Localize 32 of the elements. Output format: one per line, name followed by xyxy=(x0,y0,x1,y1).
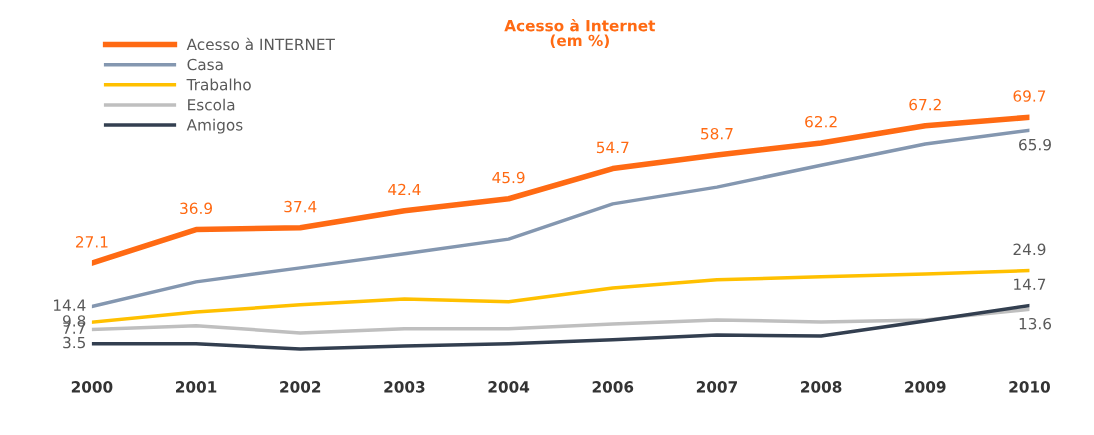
x-tick-label: 2008 xyxy=(801,381,842,393)
x-tick-label: 2010 xyxy=(1009,381,1050,393)
legend-label: Trabalho xyxy=(186,78,251,91)
x-tick-label: 2007 xyxy=(696,381,737,393)
data-label: 24.9 xyxy=(1013,243,1046,256)
data-label: 27.1 xyxy=(76,236,108,248)
x-tick-label: 2003 xyxy=(384,381,425,393)
x-tick-label: 2009 xyxy=(905,381,946,393)
data-label: 69.7 xyxy=(1013,90,1046,102)
legend-label: Amigos xyxy=(186,118,243,134)
data-label: 14.4 xyxy=(54,299,86,311)
data-label: 62.2 xyxy=(805,115,837,128)
data-label: 45.9 xyxy=(492,171,525,184)
data-label: 3.5 xyxy=(63,336,86,349)
legend-label: Acesso à INTERNET xyxy=(186,37,335,51)
x-tick-label: 2004 xyxy=(488,381,530,393)
data-label: 37.4 xyxy=(284,200,317,213)
x-tick-label: 2006 xyxy=(592,381,634,393)
chart-title: Acesso à Internet (em %) xyxy=(504,18,656,48)
data-label: 58.7 xyxy=(701,127,733,140)
x-tick-label: 2001 xyxy=(176,381,217,393)
x-tick-label: 2000 xyxy=(71,381,113,393)
data-label: 67.2 xyxy=(909,98,941,111)
legend-label: Casa xyxy=(187,58,223,71)
legend-label: Escola xyxy=(188,98,235,111)
x-tick-label: 2002 xyxy=(280,381,321,393)
data-label: 65.9 xyxy=(1019,138,1051,151)
data-label: 36.9 xyxy=(180,202,212,215)
data-label: 42.4 xyxy=(388,183,421,196)
data-label: 54.7 xyxy=(596,141,629,154)
data-label: 14.7 xyxy=(1014,278,1046,290)
data-label: 13.6 xyxy=(1019,317,1052,330)
